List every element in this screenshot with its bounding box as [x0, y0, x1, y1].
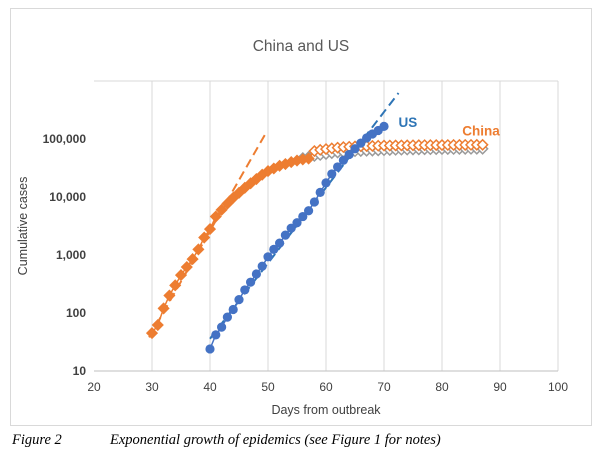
- figure-number: Figure 2: [12, 432, 62, 448]
- point-us: [263, 252, 273, 262]
- figure-caption: Figure 2 Exponential growth of epidemics…: [10, 430, 590, 452]
- point-china: [302, 152, 315, 165]
- y-axis-label: Cumulative cases: [16, 177, 30, 276]
- point-us: [315, 187, 325, 198]
- chart-svg: 20 30 40 50 60 70 80 90 100 10 100 1,000 10,000 100,0…: [16, 38, 569, 417]
- point-us: [228, 304, 238, 315]
- point-us: [211, 330, 221, 340]
- point-us: [234, 295, 244, 305]
- point-us: [217, 322, 227, 332]
- x-tick-label: 80: [435, 380, 449, 394]
- point-us: [251, 269, 261, 279]
- point-us: [304, 206, 314, 216]
- point-china: [169, 279, 182, 292]
- point-us: [286, 223, 296, 233]
- point-us: [240, 285, 250, 295]
- point-china: [476, 138, 489, 151]
- point-us: [321, 178, 331, 188]
- point-china: [151, 318, 164, 332]
- point-us: [269, 244, 279, 254]
- y-tick-label: 10: [73, 364, 87, 378]
- point-us: [344, 149, 354, 160]
- point-china: [174, 269, 188, 282]
- point-china: [157, 302, 170, 315]
- x-axis-label: Days from outbreak: [271, 403, 381, 417]
- point-us: [205, 344, 215, 354]
- point-us: [379, 121, 389, 131]
- point-us: [222, 312, 232, 322]
- trendlines: [148, 92, 400, 340]
- series-label-us: US: [399, 115, 418, 130]
- x-tick-label: 40: [203, 380, 217, 394]
- point-china: [186, 253, 199, 266]
- point-china: [203, 223, 217, 236]
- x-tick-label: 20: [87, 380, 101, 394]
- point-us: [327, 169, 337, 179]
- chart-title: China and US: [253, 38, 350, 55]
- point-china: [145, 327, 159, 340]
- data-series: [145, 121, 489, 354]
- point-china: [180, 260, 193, 274]
- point-china: [221, 197, 234, 210]
- figure-caption-text: Exponential growth of epidemics (see Fig…: [110, 432, 441, 448]
- point-china: [215, 203, 228, 216]
- y-tick-label: 100: [66, 306, 86, 320]
- x-tick-label: 100: [548, 380, 568, 394]
- x-tick-label: 90: [493, 380, 507, 394]
- point-china: [209, 210, 222, 223]
- x-tick-label: 50: [261, 380, 275, 394]
- y-tick-label: 100,000: [43, 132, 87, 146]
- x-tick-label: 70: [377, 380, 391, 394]
- point-us: [298, 211, 308, 222]
- tick-labels: 20 30 40 50 60 70 80 90 100 10 100 1,000 10,000 100,0…: [43, 132, 569, 394]
- point-us: [338, 155, 348, 165]
- point-us: [292, 218, 302, 228]
- point-us: [275, 238, 285, 248]
- point-us: [246, 277, 256, 287]
- x-tick-label: 30: [145, 380, 159, 394]
- point-us: [350, 144, 360, 154]
- point-china: [198, 231, 211, 244]
- series-label-china: China: [462, 123, 500, 138]
- chart-frame: 20 30 40 50 60 70 80 90 100 10 100 1,000 10,000 100,0…: [10, 8, 592, 426]
- point-us: [333, 162, 343, 172]
- point-us: [280, 230, 290, 240]
- point-us: [257, 261, 267, 271]
- x-tick-label: 60: [319, 380, 333, 394]
- y-tick-label: 10,000: [49, 190, 86, 204]
- point-china: [163, 289, 176, 302]
- point-china: [192, 243, 205, 256]
- point-us: [309, 197, 319, 207]
- y-tick-label: 1,000: [56, 248, 86, 262]
